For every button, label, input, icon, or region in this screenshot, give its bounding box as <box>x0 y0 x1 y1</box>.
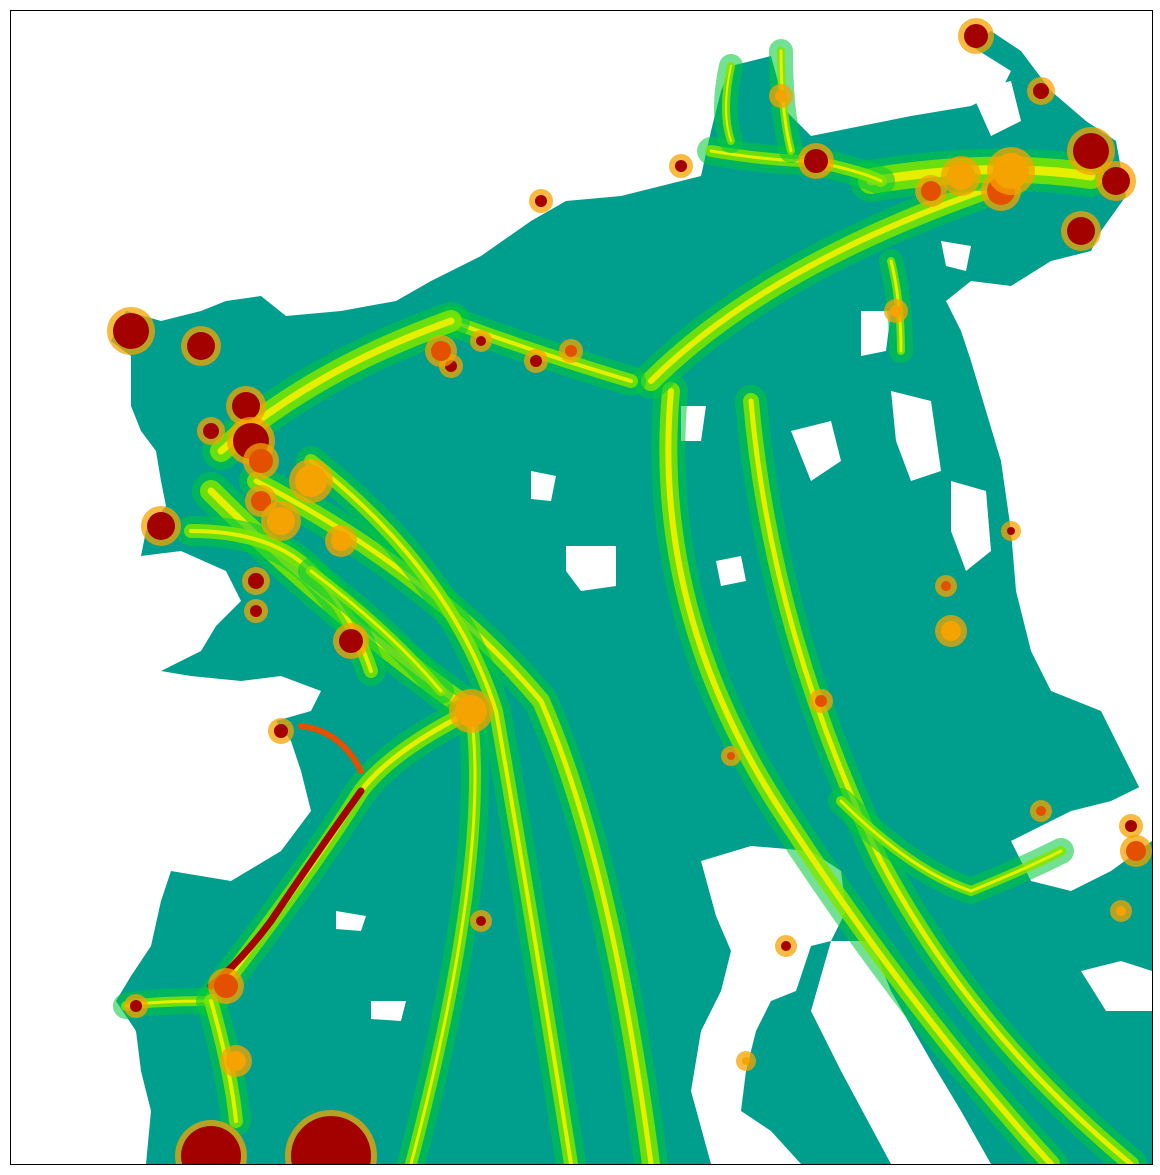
hotspot <box>113 313 149 349</box>
hotspot <box>815 695 827 707</box>
lane-core <box>253 478 654 1164</box>
hotspot <box>251 491 271 511</box>
hotspot <box>250 605 262 617</box>
gap-area <box>891 391 941 481</box>
hotspot <box>921 181 941 201</box>
hotspot <box>947 162 975 190</box>
gap-area <box>226 771 271 831</box>
hotspot <box>232 392 260 420</box>
hotspot <box>214 974 238 998</box>
lane-core <box>665 388 1054 1164</box>
hotspot <box>331 531 351 551</box>
hotspot <box>249 449 273 473</box>
hotspot <box>339 629 363 653</box>
hotspot <box>993 153 1029 189</box>
gap-area <box>1081 961 1152 1011</box>
hotspot <box>147 512 175 540</box>
gap-area <box>716 556 746 586</box>
lane-core <box>409 709 477 1164</box>
traffic-density-map[interactable] <box>11 11 1152 1164</box>
gap-area <box>336 911 366 931</box>
hotspot <box>1007 527 1015 535</box>
hotspot <box>535 195 547 207</box>
hotspot <box>274 724 288 738</box>
hotspot <box>455 695 487 727</box>
hotspot <box>476 336 486 346</box>
approach-channel <box>298 723 364 774</box>
hotspot <box>203 423 219 439</box>
hotspot <box>1102 167 1130 195</box>
hotspot <box>181 1126 241 1164</box>
hotspot <box>291 1116 371 1164</box>
hotspot <box>890 305 902 317</box>
hotspot <box>1125 820 1137 832</box>
lane-core <box>748 398 1134 1164</box>
hotspot <box>1116 906 1126 916</box>
lane-core <box>725 65 732 142</box>
gap-area <box>371 1001 406 1021</box>
gap-area <box>791 421 841 481</box>
hotspot <box>431 341 451 361</box>
hotspot <box>727 752 735 760</box>
gap-area <box>566 546 616 591</box>
hotspot <box>1067 217 1095 245</box>
hotspot <box>295 465 327 497</box>
gap-area <box>971 81 1021 136</box>
shipping-lanes <box>113 39 1147 1164</box>
gap-area <box>941 241 971 271</box>
lane-core <box>309 459 573 1164</box>
lane-core <box>648 178 1014 384</box>
hotspot <box>530 355 542 367</box>
hotspot <box>1036 806 1046 816</box>
hotspot <box>941 621 961 641</box>
lane-core <box>866 165 1096 186</box>
hotspot <box>476 916 486 926</box>
lane-core <box>839 799 1063 893</box>
hotspot <box>187 332 215 360</box>
hotspot <box>775 90 787 102</box>
gap-area <box>811 941 991 1164</box>
lane-core <box>309 569 443 693</box>
hotspot <box>742 1057 750 1065</box>
hotspot <box>964 24 988 48</box>
gap-area <box>861 311 891 356</box>
gap-area <box>681 406 706 441</box>
port-hotspots <box>107 18 1152 1164</box>
hotspot <box>1033 83 1049 99</box>
gap-area <box>691 846 846 1164</box>
gap-area <box>951 481 991 571</box>
map-frame <box>10 10 1153 1165</box>
hotspot <box>248 573 264 589</box>
hotspot <box>1126 841 1146 861</box>
hotspot <box>804 149 828 173</box>
hotspot <box>941 581 951 591</box>
hotspot <box>675 160 687 172</box>
hotspot <box>781 941 791 951</box>
approach-channel <box>207 787 365 990</box>
hotspot <box>130 1000 142 1012</box>
gap-area <box>531 471 556 501</box>
hotspot <box>565 345 577 357</box>
hotspot <box>226 1051 246 1071</box>
hotspot <box>1073 133 1109 169</box>
hotspot <box>267 507 295 535</box>
